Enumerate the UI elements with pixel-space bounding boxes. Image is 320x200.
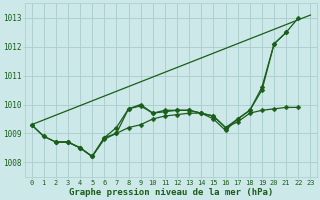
X-axis label: Graphe pression niveau de la mer (hPa): Graphe pression niveau de la mer (hPa) (69, 188, 273, 197)
